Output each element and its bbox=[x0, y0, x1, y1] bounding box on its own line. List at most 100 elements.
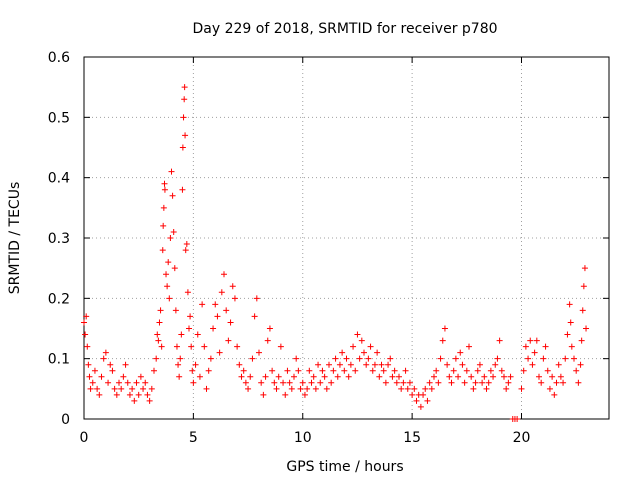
data-point bbox=[424, 397, 431, 404]
data-point bbox=[461, 379, 468, 386]
data-point bbox=[120, 373, 127, 380]
data-point bbox=[105, 379, 112, 386]
data-point bbox=[579, 307, 586, 314]
data-point bbox=[165, 259, 172, 266]
data-point bbox=[297, 385, 304, 392]
data-point bbox=[238, 373, 245, 380]
data-point bbox=[190, 379, 197, 386]
data-point bbox=[203, 385, 210, 392]
data-point bbox=[525, 355, 532, 362]
data-point bbox=[214, 313, 221, 320]
data-point bbox=[326, 361, 332, 368]
data-point bbox=[476, 361, 483, 368]
data-point bbox=[367, 343, 374, 350]
data-point bbox=[481, 373, 488, 380]
data-point bbox=[173, 343, 180, 350]
data-point bbox=[361, 349, 367, 356]
axis-ticks: 0 0.1 0.2 0.3 0.4 0.5 0.6 0 5 10 15 20 bbox=[48, 50, 609, 446]
data-point bbox=[557, 373, 564, 380]
data-point bbox=[531, 349, 538, 356]
data-point bbox=[118, 385, 125, 392]
data-point bbox=[85, 361, 92, 368]
data-point bbox=[496, 337, 503, 344]
data-point bbox=[393, 379, 400, 386]
data-point bbox=[339, 349, 346, 356]
data-point bbox=[400, 379, 407, 386]
data-point bbox=[323, 385, 330, 392]
data-point bbox=[551, 391, 558, 398]
data-point bbox=[505, 379, 512, 386]
data-point bbox=[271, 379, 278, 386]
data-point bbox=[479, 379, 486, 386]
data-point bbox=[111, 385, 118, 392]
data-point bbox=[109, 367, 116, 374]
data-point bbox=[124, 379, 131, 386]
data-point bbox=[391, 367, 398, 374]
y-tick-label: 0.2 bbox=[48, 291, 70, 307]
y-tick-label: 0.1 bbox=[48, 352, 70, 368]
y-tick-label: 0.6 bbox=[48, 50, 70, 66]
data-point bbox=[549, 373, 556, 380]
data-point bbox=[494, 355, 501, 362]
data-point bbox=[260, 391, 267, 398]
data-point bbox=[210, 325, 217, 332]
data-point bbox=[538, 379, 545, 386]
data-point bbox=[444, 361, 451, 368]
data-point bbox=[166, 295, 173, 302]
data-point bbox=[196, 373, 203, 380]
data-point bbox=[159, 247, 166, 254]
data-point bbox=[205, 367, 212, 374]
data-point bbox=[356, 355, 363, 362]
data-point bbox=[389, 373, 396, 380]
data-point bbox=[450, 367, 457, 374]
data-point bbox=[435, 379, 442, 386]
data-point bbox=[192, 361, 199, 368]
data-point bbox=[301, 391, 308, 398]
data-point bbox=[172, 307, 179, 314]
data-point bbox=[540, 355, 547, 362]
data-point bbox=[153, 355, 160, 362]
data-point bbox=[363, 361, 370, 368]
data-point bbox=[176, 373, 183, 380]
data-point bbox=[420, 391, 427, 398]
data-point bbox=[129, 385, 136, 392]
data-point bbox=[575, 379, 582, 386]
data-point bbox=[126, 391, 133, 398]
data-point bbox=[275, 373, 282, 380]
data-point bbox=[466, 343, 472, 350]
data-point bbox=[413, 397, 420, 404]
data-point bbox=[533, 337, 540, 344]
data-point bbox=[433, 367, 440, 374]
data-point bbox=[319, 367, 326, 374]
data-point bbox=[522, 343, 529, 350]
data-point bbox=[100, 355, 107, 362]
data-point bbox=[82, 331, 89, 338]
data-point bbox=[181, 96, 188, 103]
data-point bbox=[94, 385, 101, 392]
y-tick-label: 0 bbox=[61, 412, 70, 428]
x-tick-label: 10 bbox=[294, 430, 312, 446]
y-tick-label: 0.4 bbox=[48, 171, 70, 187]
data-point bbox=[212, 301, 219, 308]
x-tick-label: 5 bbox=[189, 430, 198, 446]
data-point bbox=[184, 289, 191, 296]
data-point bbox=[578, 337, 585, 344]
data-point bbox=[187, 313, 194, 320]
data-point bbox=[258, 379, 265, 386]
data-point bbox=[426, 379, 433, 386]
data-point bbox=[218, 289, 225, 296]
data-point bbox=[374, 349, 381, 356]
data-point bbox=[308, 379, 315, 386]
data-point bbox=[380, 367, 387, 374]
data-point bbox=[135, 391, 142, 398]
data-point bbox=[571, 355, 577, 362]
data-point bbox=[177, 355, 184, 362]
data-point bbox=[167, 235, 174, 241]
data-point bbox=[286, 379, 293, 386]
data-point bbox=[409, 391, 416, 398]
x-tick-label: 15 bbox=[403, 430, 421, 446]
data-point bbox=[365, 355, 372, 362]
data-point bbox=[113, 391, 120, 398]
data-point bbox=[341, 367, 348, 374]
data-point bbox=[86, 373, 93, 380]
